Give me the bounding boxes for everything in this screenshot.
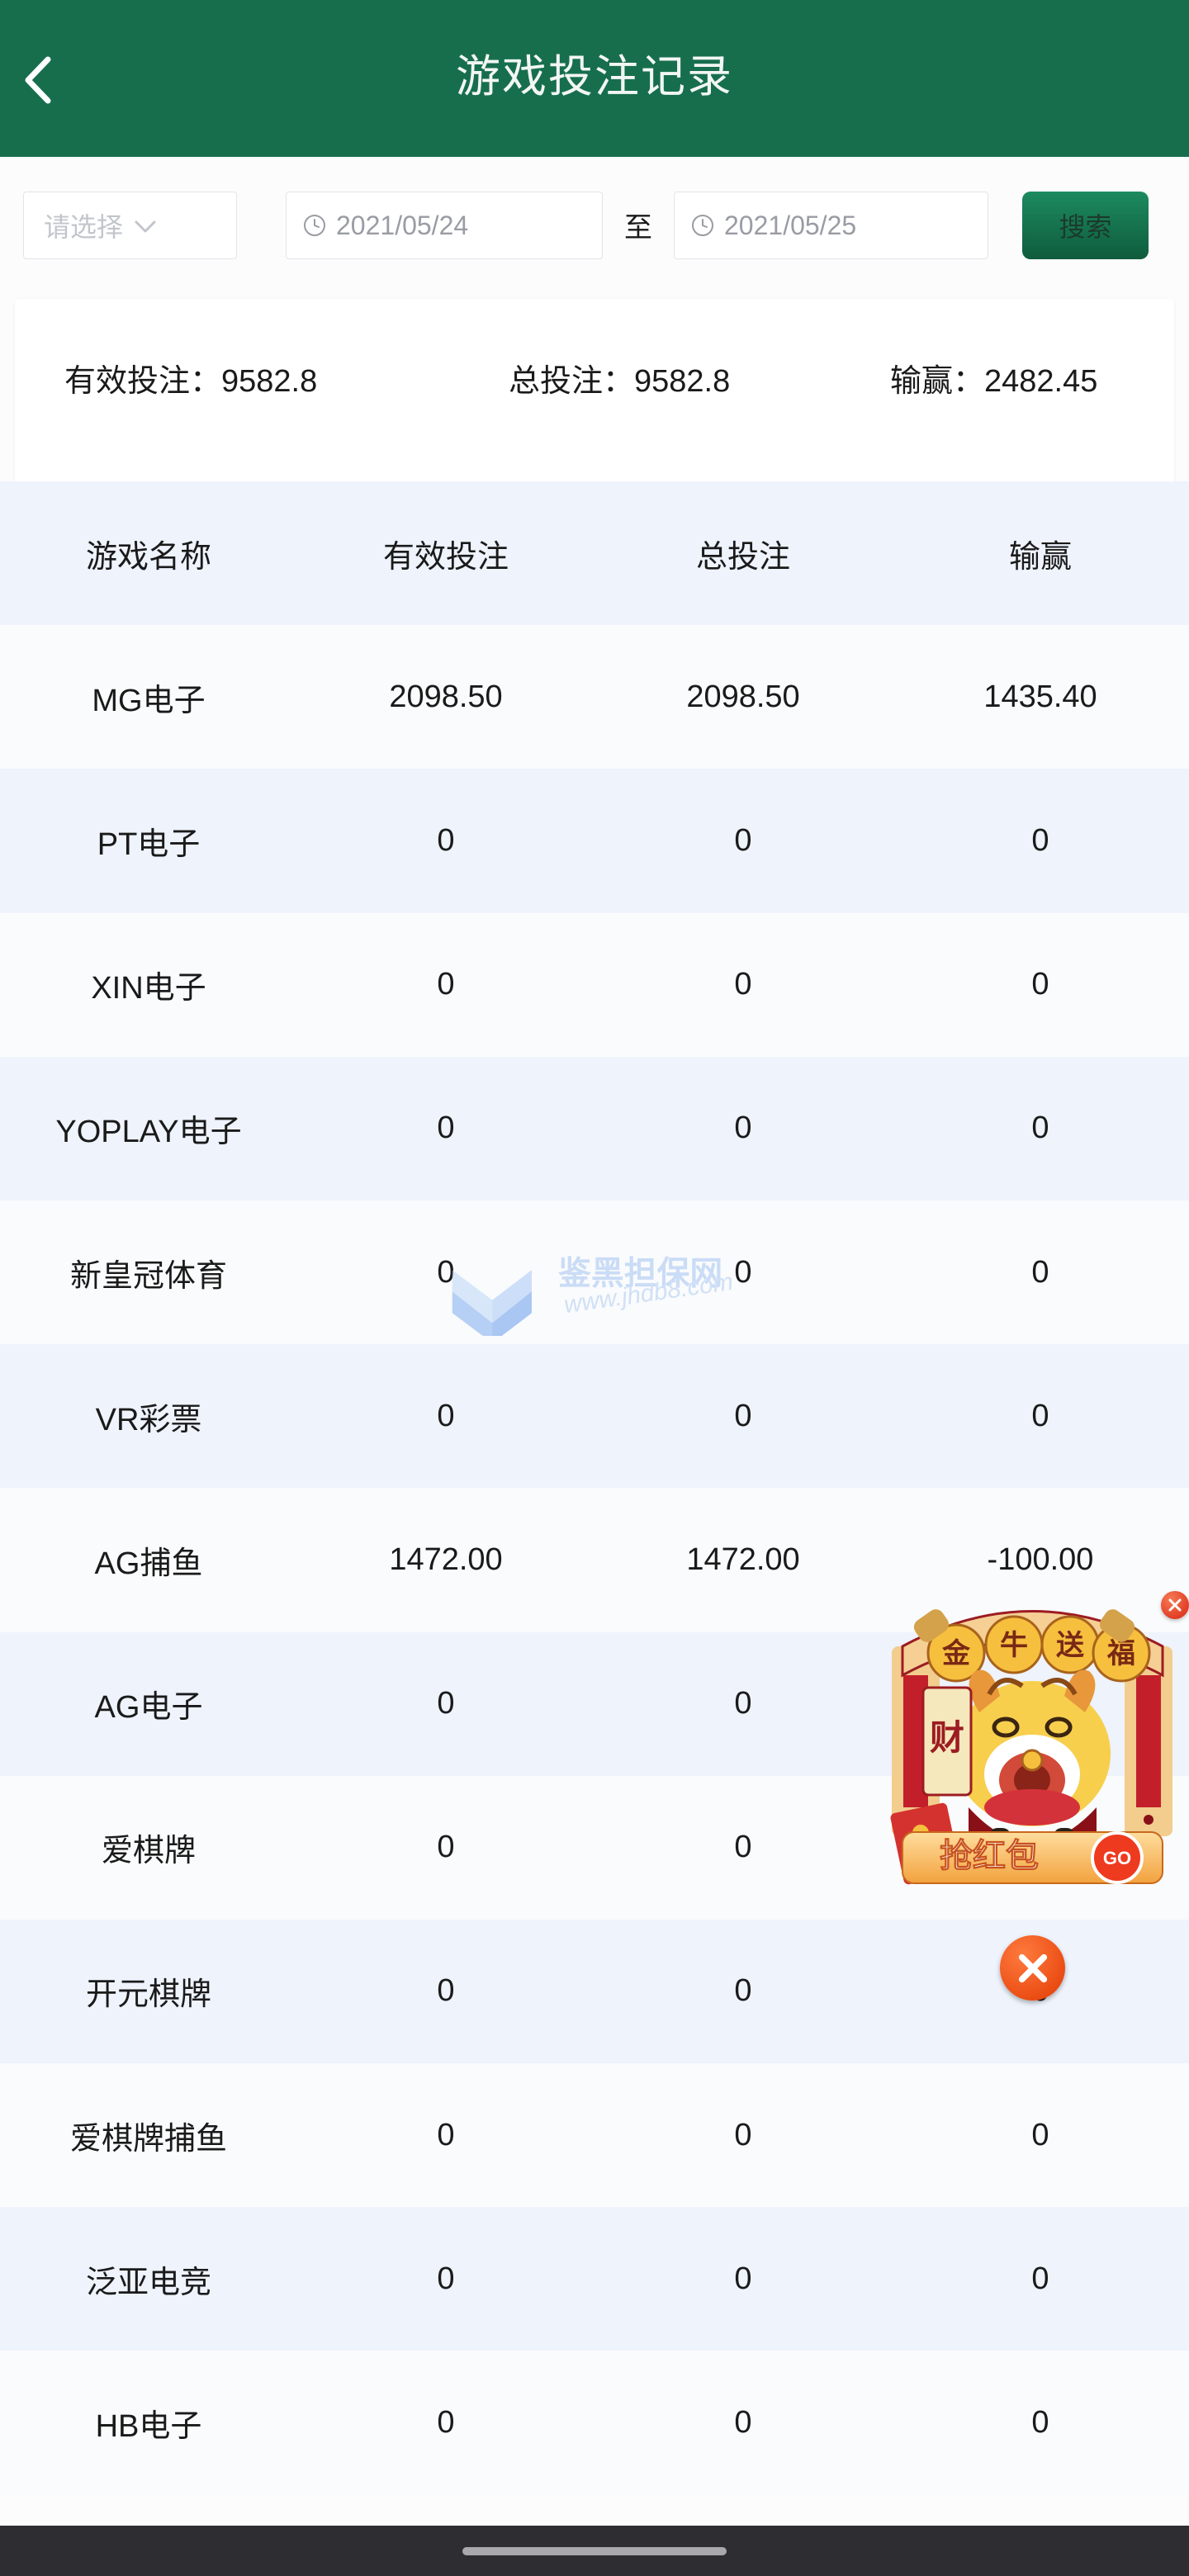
svg-text:抢红包: 抢红包 [940, 1838, 1039, 1874]
svg-text:GO: GO [1103, 1848, 1131, 1868]
